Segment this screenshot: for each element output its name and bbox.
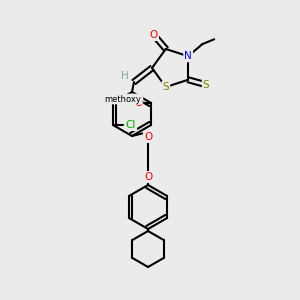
Text: O: O	[144, 132, 152, 142]
Text: methoxy: methoxy	[105, 94, 142, 103]
Text: O: O	[150, 30, 158, 40]
Text: S: S	[163, 82, 169, 92]
Text: O: O	[134, 98, 142, 108]
Text: H: H	[121, 71, 129, 81]
Text: S: S	[203, 80, 209, 90]
Text: Cl: Cl	[126, 120, 136, 130]
Text: O: O	[144, 172, 152, 182]
Text: N: N	[184, 51, 192, 61]
